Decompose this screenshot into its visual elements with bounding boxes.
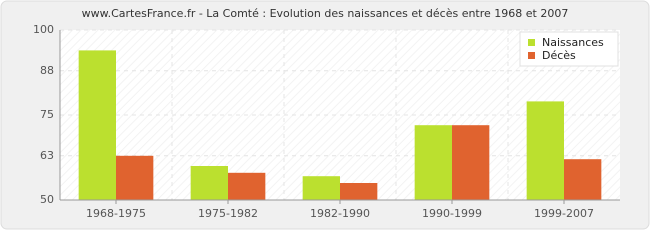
y-tick-label: 88 — [40, 64, 54, 77]
y-tick-label: 100 — [33, 23, 54, 36]
bar — [116, 155, 154, 200]
bar — [302, 176, 340, 200]
legend-swatch — [528, 52, 535, 59]
chart-title: www.CartesFrance.fr - La Comté : Evoluti… — [82, 7, 569, 20]
bar — [526, 101, 564, 200]
chart: www.CartesFrance.fr - La Comté : Evoluti… — [0, 0, 650, 230]
bar — [228, 172, 266, 200]
y-tick-label: 63 — [40, 149, 54, 162]
legend-label: Naissances — [542, 36, 604, 49]
y-tick-label: 50 — [40, 193, 54, 206]
bar — [340, 183, 378, 200]
legend-label: Décès — [542, 49, 576, 62]
legend-box — [519, 31, 619, 67]
bar — [190, 166, 228, 200]
bar — [414, 125, 452, 200]
x-tick-label: 1982-1990 — [310, 207, 370, 220]
y-tick-label: 75 — [40, 108, 54, 121]
bar — [564, 159, 602, 200]
bar — [452, 125, 490, 200]
x-tick-label: 1975-1982 — [198, 207, 258, 220]
x-tick-label: 1968-1975 — [86, 207, 146, 220]
x-tick-label: 1990-1999 — [422, 207, 482, 220]
x-tick-label: 1999-2007 — [534, 207, 594, 220]
legend-swatch — [528, 39, 535, 46]
bar — [78, 50, 116, 201]
